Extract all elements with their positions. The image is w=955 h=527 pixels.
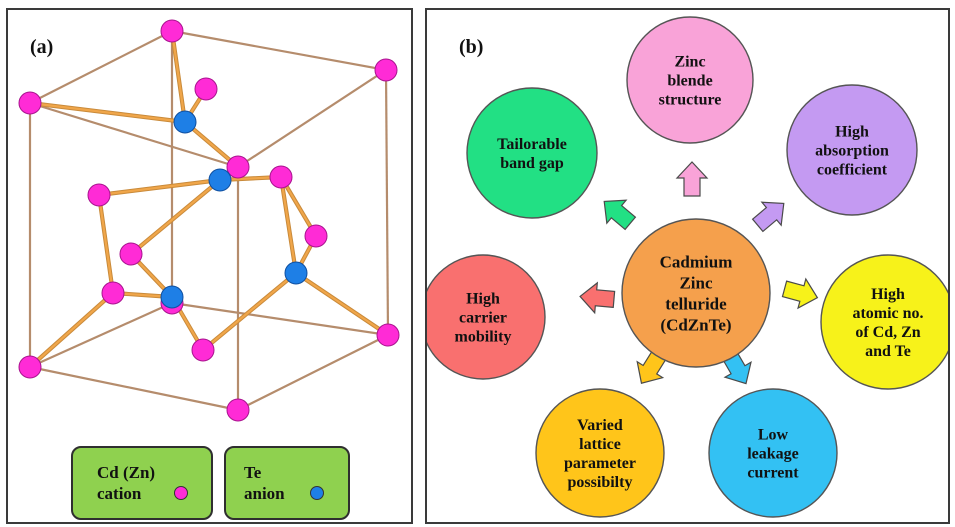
cube-edge bbox=[29, 30, 173, 104]
legend-anion-text: Te anion bbox=[244, 463, 285, 503]
panel-a-crystal-structure: (a) Cd (Zn) cation Te anion bbox=[6, 8, 413, 524]
center-node-line: telluride bbox=[665, 294, 727, 313]
high-absorption-node bbox=[786, 84, 918, 216]
high-carrier-line: High bbox=[466, 291, 500, 308]
varied-lattice-line: possibilty bbox=[568, 474, 633, 491]
anion-atom bbox=[284, 261, 308, 285]
bond-highlight bbox=[98, 178, 221, 197]
high-atomic-line: and Te bbox=[865, 343, 911, 360]
anion-atom bbox=[208, 168, 232, 192]
crystal-structure-diagram bbox=[18, 19, 400, 422]
high-absorption-arrow-shape bbox=[751, 201, 785, 233]
high-atomic-line: atomic no. bbox=[852, 305, 923, 322]
zinc-blende-line: structure bbox=[659, 92, 722, 109]
cation-atom bbox=[18, 91, 42, 115]
tailorable-line: Tailorable bbox=[497, 136, 567, 153]
cation-atom bbox=[374, 58, 398, 82]
varied-lattice-line: lattice bbox=[579, 436, 621, 453]
cation-atom bbox=[194, 77, 218, 101]
zinc-blende-node bbox=[626, 16, 754, 144]
cation-atom bbox=[226, 155, 250, 179]
cation-atom bbox=[18, 355, 42, 379]
legend-anion-box: Te anion bbox=[224, 446, 350, 520]
bond-highlight bbox=[295, 272, 389, 336]
anion-legend-dot bbox=[310, 486, 324, 500]
cube-edge bbox=[237, 69, 387, 168]
high-carrier-line: mobility bbox=[455, 329, 512, 346]
cation-atom bbox=[160, 19, 184, 43]
varied-lattice-node bbox=[535, 388, 665, 518]
high-atomic-line: High bbox=[871, 286, 905, 303]
varied-lattice-arrow-shape bbox=[636, 349, 668, 385]
center-node-line: Cadmium bbox=[660, 252, 733, 271]
panel-b-properties-diagram: (b) Zinc blende structure High absorption coe… bbox=[425, 8, 950, 524]
zinc-blende-line: Zinc bbox=[674, 54, 705, 71]
cube-edge bbox=[29, 365, 239, 412]
cube-edge bbox=[171, 29, 387, 72]
anion-atom bbox=[160, 285, 184, 309]
bond-highlight bbox=[29, 101, 186, 124]
low-leakage-line: Low bbox=[758, 427, 789, 444]
high-atomic-arrow-shape bbox=[781, 277, 819, 310]
high-absorption-line: High bbox=[835, 124, 869, 141]
properties-diagram: Zinc blende structure High absorption coeffic… bbox=[427, 16, 948, 518]
tailorable-node bbox=[466, 87, 598, 219]
bond-highlight bbox=[97, 194, 115, 294]
cation-atom bbox=[226, 398, 250, 422]
bond-highlight bbox=[202, 272, 297, 351]
high-absorption-arrow bbox=[751, 201, 785, 233]
cation-atom bbox=[101, 281, 125, 305]
cation-legend-dot bbox=[174, 486, 188, 500]
cation-atom bbox=[87, 183, 111, 207]
high-carrier-arrow bbox=[579, 281, 616, 315]
cube-edge bbox=[384, 69, 390, 336]
bond-highlight bbox=[279, 176, 298, 274]
cation-atom bbox=[269, 165, 293, 189]
high-carrier-line: carrier bbox=[459, 310, 507, 327]
panel-b-label: (b) bbox=[459, 36, 484, 58]
high-atomic-node bbox=[820, 254, 948, 390]
cation-atom bbox=[304, 224, 328, 248]
varied-lattice-arrow bbox=[636, 349, 668, 385]
high-atomic-arrow bbox=[781, 277, 819, 310]
tailorable-arrow bbox=[603, 199, 637, 231]
legend-cation-box: Cd (Zn) cation bbox=[71, 446, 213, 520]
low-leakage-line: leakage bbox=[747, 446, 799, 463]
bond-highlight bbox=[184, 121, 239, 168]
center-node-line: (CdZnTe) bbox=[660, 315, 731, 334]
cube-edge bbox=[29, 101, 239, 169]
center-node-line: Zinc bbox=[679, 273, 713, 292]
legend-cation-text: Cd (Zn) cation bbox=[97, 463, 156, 503]
panel-a-label: (a) bbox=[30, 36, 54, 58]
cube-edge bbox=[29, 301, 173, 369]
center-node bbox=[621, 218, 771, 368]
zinc-blende-line: blende bbox=[667, 73, 712, 90]
zinc-blende-arrow bbox=[675, 161, 709, 197]
low-leakage-node bbox=[708, 388, 838, 518]
bond-highlight bbox=[130, 179, 221, 255]
tailorable-line: band gap bbox=[500, 155, 564, 172]
anion-atom bbox=[173, 110, 197, 134]
cation-atom bbox=[119, 242, 143, 266]
cation-atom bbox=[376, 323, 400, 347]
tailorable-arrow-shape bbox=[603, 199, 637, 231]
high-carrier-node bbox=[427, 254, 546, 380]
varied-lattice-line: parameter bbox=[564, 455, 636, 472]
cube-edge bbox=[171, 301, 389, 337]
cube-edge bbox=[237, 334, 389, 411]
high-carrier-arrow-shape bbox=[579, 281, 616, 315]
high-absorption-line: coefficient bbox=[817, 162, 888, 179]
high-atomic-line: of Cd, Zn bbox=[855, 324, 920, 341]
bond-highlight bbox=[29, 292, 114, 368]
varied-lattice-line: Varied bbox=[577, 417, 623, 434]
cation-atom bbox=[191, 338, 215, 362]
low-leakage-line: current bbox=[747, 465, 799, 482]
zinc-blende-arrow-shape bbox=[675, 161, 709, 197]
high-absorption-line: absorption bbox=[815, 143, 889, 160]
bond-highlight bbox=[170, 30, 187, 123]
